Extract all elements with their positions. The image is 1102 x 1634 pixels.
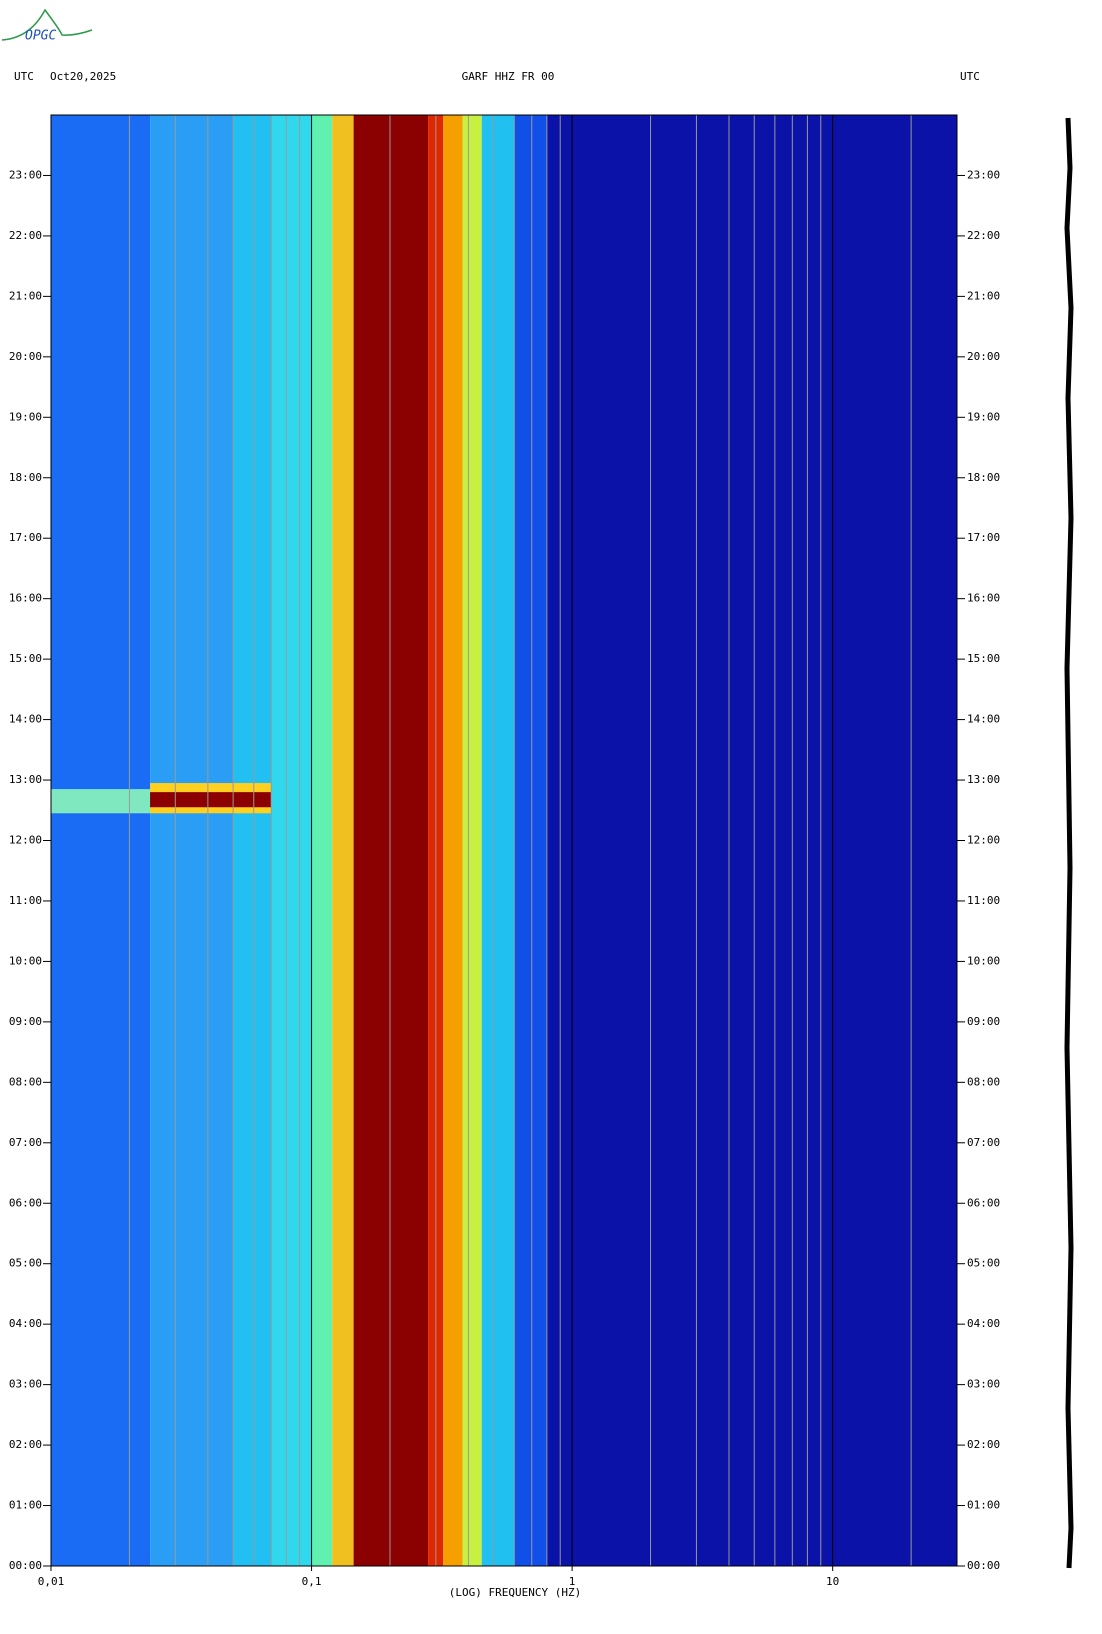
y-tick-label: 20:00 [9, 350, 42, 363]
frequency-band [271, 115, 312, 1566]
y-tick-label-right: 14:00 [967, 713, 1000, 726]
y-tick-label: 06:00 [9, 1196, 42, 1209]
logo-curve [1, 8, 93, 41]
frequency-band [150, 115, 234, 1566]
y-tick-label: 07:00 [9, 1136, 42, 1149]
y-tick-label: 02:00 [9, 1438, 42, 1451]
y-tick-label-right: 05:00 [967, 1257, 1000, 1270]
y-tick-label: 18:00 [9, 471, 42, 484]
y-tick-label-right: 13:00 [967, 773, 1000, 786]
y-tick-label: 22:00 [9, 229, 42, 242]
y-tick-label-right: 23:00 [967, 168, 1000, 181]
frequency-band [311, 115, 333, 1566]
y-tick-label-right: 00:00 [967, 1559, 1000, 1572]
y-tick-label-right: 18:00 [967, 471, 1000, 484]
y-tick-label-right: 22:00 [967, 229, 1000, 242]
y-tick-label: 05:00 [9, 1257, 42, 1270]
y-tick-label: 01:00 [9, 1499, 42, 1512]
y-tick-label: 14:00 [9, 713, 42, 726]
y-tick-label-right: 19:00 [967, 410, 1000, 423]
frequency-band [546, 115, 957, 1566]
y-tick-label-right: 08:00 [967, 1075, 1000, 1088]
y-tick-label: 23:00 [9, 168, 42, 181]
chart-title: GARF HHZ FR 00 [462, 70, 555, 83]
y-tick-label: 08:00 [9, 1075, 42, 1088]
header-date: Oct20,2025 [50, 70, 116, 83]
y-tick-label-right: 11:00 [967, 894, 1000, 907]
header-utc-right: UTC [960, 70, 980, 83]
y-tick-label-right: 20:00 [967, 350, 1000, 363]
y-tick-label: 12:00 [9, 834, 42, 847]
x-tick-label: 10 [826, 1575, 839, 1588]
y-tick-label-right: 04:00 [967, 1317, 1000, 1330]
y-tick-label: 19:00 [9, 410, 42, 423]
y-tick-label-right: 17:00 [967, 531, 1000, 544]
logo: OPGC [25, 29, 56, 44]
x-tick-label: 0,01 [38, 1575, 65, 1588]
y-tick-label: 09:00 [9, 1015, 42, 1028]
header-utc: UTC [14, 70, 34, 83]
y-tick-label: 00:00 [9, 1559, 42, 1572]
y-tick-label-right: 06:00 [967, 1196, 1000, 1209]
frequency-band [481, 115, 515, 1566]
y-tick-label: 16:00 [9, 592, 42, 605]
frequency-band [233, 115, 272, 1566]
y-tick-label: 11:00 [9, 894, 42, 907]
y-tick-label-right: 12:00 [967, 834, 1000, 847]
y-tick-label-right: 21:00 [967, 289, 1000, 302]
frequency-band [443, 115, 463, 1566]
y-tick-label-right: 16:00 [967, 592, 1000, 605]
y-tick-label: 13:00 [9, 773, 42, 786]
seismogram-trace [1064, 117, 1074, 1569]
frequency-band [332, 115, 354, 1566]
plot-frame [50, 114, 958, 1567]
x-tick-label: 0,1 [302, 1575, 322, 1588]
frequency-band [51, 115, 151, 1566]
x-axis-label: (LOG) FREQUENCY (HZ) [449, 1586, 581, 1599]
y-tick-label-right: 07:00 [967, 1136, 1000, 1149]
y-tick-label: 17:00 [9, 531, 42, 544]
frequency-band [514, 115, 547, 1566]
y-tick-label-right: 01:00 [967, 1499, 1000, 1512]
y-tick-label: 04:00 [9, 1317, 42, 1330]
y-tick-label-right: 09:00 [967, 1015, 1000, 1028]
y-tick-label: 03:00 [9, 1378, 42, 1391]
y-tick-label: 21:00 [9, 289, 42, 302]
y-tick-label-right: 02:00 [967, 1438, 1000, 1451]
y-tick-label-right: 03:00 [967, 1378, 1000, 1391]
y-tick-label: 15:00 [9, 652, 42, 665]
frequency-band [462, 115, 482, 1566]
event-patch [150, 792, 272, 808]
y-tick-label: 10:00 [9, 954, 42, 967]
y-tick-label-right: 10:00 [967, 954, 1000, 967]
frequency-band [353, 115, 429, 1566]
y-tick-label-right: 15:00 [967, 652, 1000, 665]
event-patch [51, 789, 151, 814]
x-tick-label: 1 [569, 1575, 576, 1588]
